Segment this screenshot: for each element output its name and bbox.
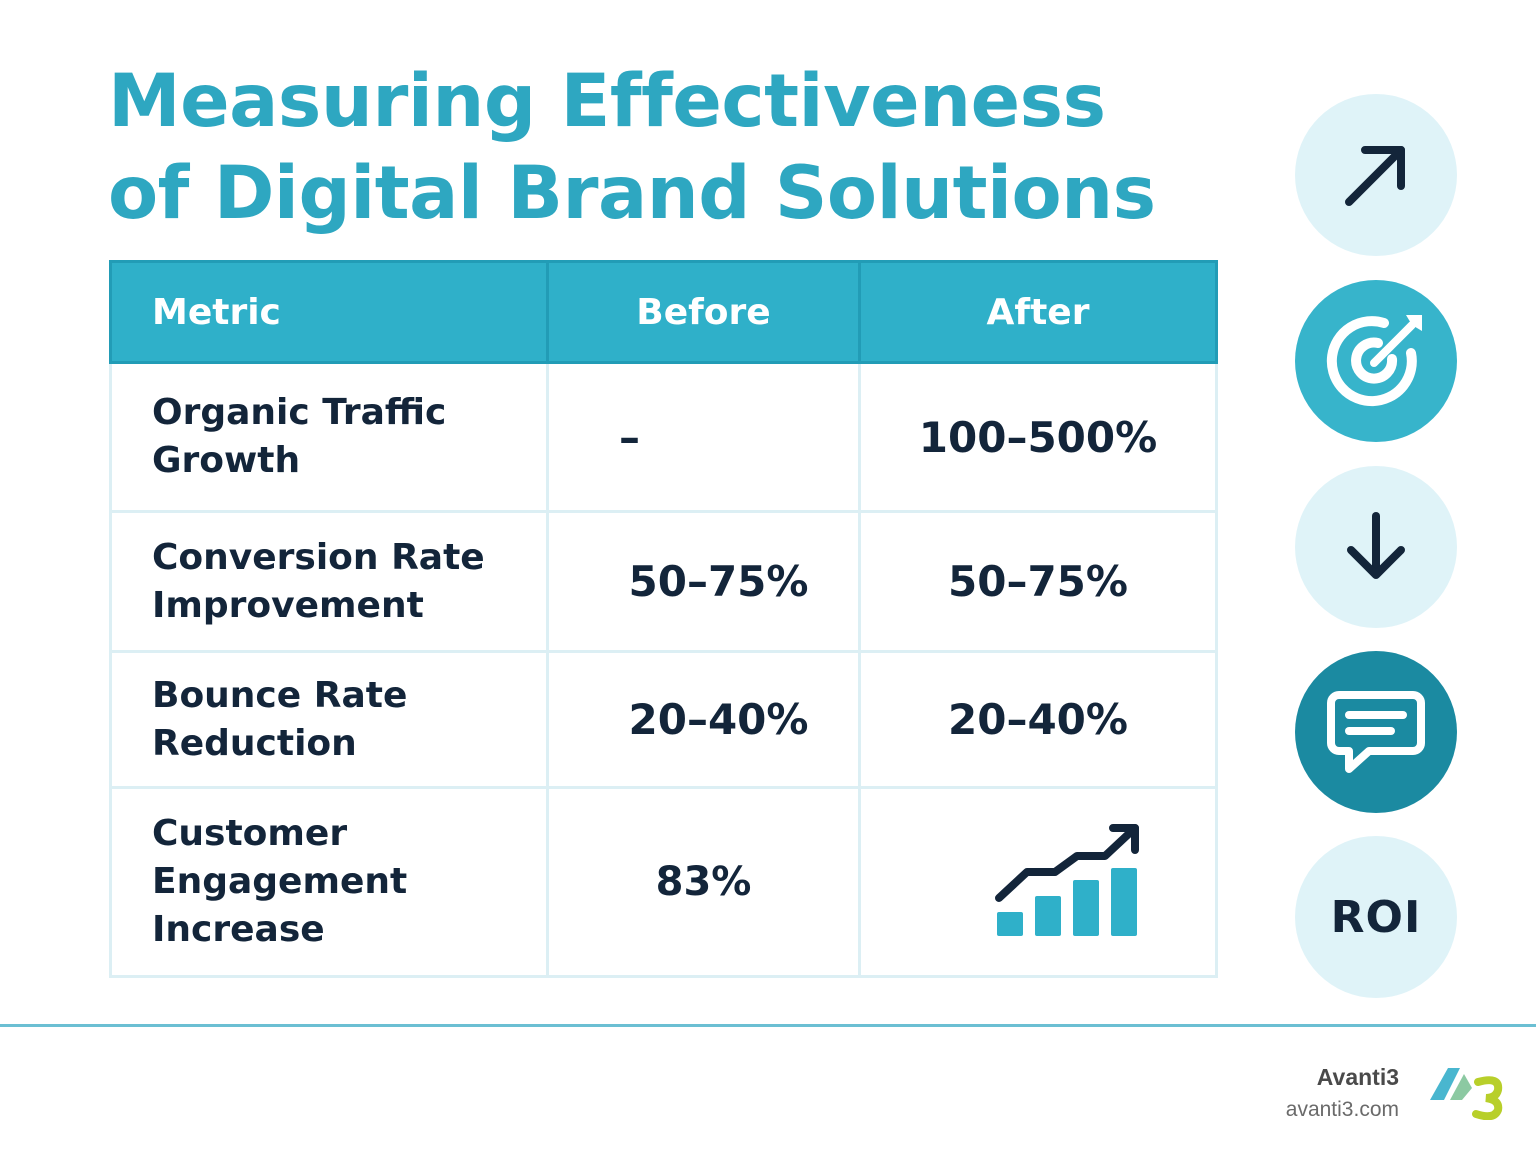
before-value: – — [546, 361, 861, 513]
after-value — [858, 786, 1218, 978]
title-line-2: of Digital Brand Solutions — [108, 151, 1156, 236]
metric-label-line: Conversion Rate — [152, 536, 485, 578]
table-row: Customer Engagement Increase 83% — [109, 786, 1218, 978]
metric-cell: Conversion Rate Improvement — [109, 510, 549, 653]
target-badge — [1295, 280, 1457, 442]
table-header-row: Metric Before After — [109, 260, 1218, 364]
metric-cell: Organic Traffic Growth — [109, 361, 549, 513]
header-after: After — [858, 260, 1218, 364]
after-value: 20–40% — [858, 650, 1218, 789]
page-title: Measuring Effectiveness of Digital Brand… — [108, 56, 1208, 240]
arrow-up-right-icon — [1345, 146, 1405, 206]
metric-cell: Customer Engagement Increase — [109, 786, 549, 978]
growth-bar-chart-icon — [995, 824, 1139, 936]
metric-label-line: Bounce Rate — [152, 674, 408, 716]
before-value: 20–40% — [546, 650, 861, 789]
metric-label-line: Improvement — [152, 584, 424, 626]
arrow-up-right-badge — [1295, 94, 1457, 256]
header-before: Before — [546, 260, 861, 364]
chat-badge — [1295, 651, 1457, 813]
target-icon — [1326, 315, 1422, 407]
metric-cell: Bounce Rate Reduction — [109, 650, 549, 789]
roi-badge: ROI — [1295, 836, 1457, 998]
metric-label-line: Reduction — [152, 722, 357, 764]
table-row: Organic Traffic Growth – 100–500% — [109, 361, 1218, 513]
before-value: 83% — [546, 786, 861, 978]
footer-divider — [0, 1024, 1536, 1027]
arrow-down-icon — [1347, 512, 1405, 579]
metric-label-line: Customer — [152, 813, 348, 854]
roi-label: ROI — [1330, 891, 1422, 943]
metrics-table: Metric Before After Organic Traffic Grow… — [109, 260, 1218, 978]
avanti3-logo-icon — [1430, 1068, 1503, 1120]
arrow-down-badge — [1295, 466, 1457, 628]
chat-bubble-icon — [1327, 691, 1425, 773]
metric-label-line: Organic Traffic — [152, 392, 447, 433]
metric-label-line: Engagement — [152, 861, 408, 902]
brand-url: avanti3.com — [1285, 1098, 1399, 1121]
metric-label-line: Increase — [152, 909, 325, 950]
before-value: 50–75% — [546, 510, 861, 653]
metric-label-line: Growth — [152, 440, 301, 481]
table-row: Conversion Rate Improvement 50–75% 50–75… — [109, 510, 1218, 653]
table-row: Bounce Rate Reduction 20–40% 20–40% — [109, 650, 1218, 789]
brand-name: Avanti3 — [1316, 1064, 1399, 1090]
header-metric: Metric — [109, 260, 549, 364]
title-line-1: Measuring Effectiveness — [108, 59, 1106, 144]
after-value: 100–500% — [858, 361, 1218, 513]
after-value: 50–75% — [858, 510, 1218, 653]
